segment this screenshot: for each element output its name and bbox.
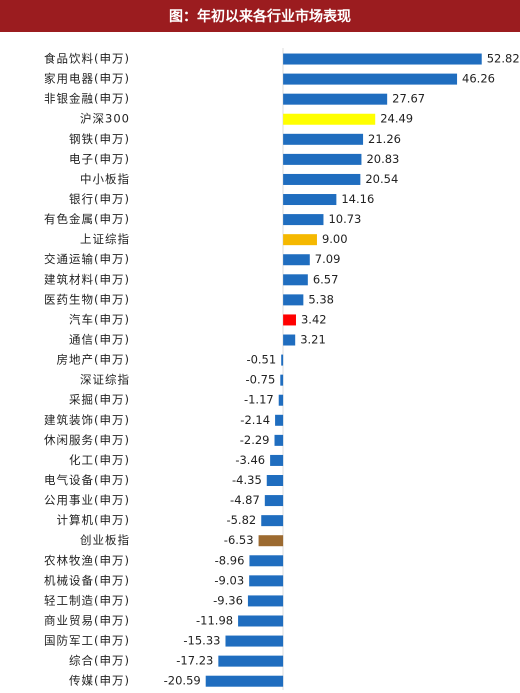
category-label: 非银金融(申万) [44,92,130,106]
category-label: 钢铁(申万) [69,132,130,146]
value-label: -0.75 [246,373,276,387]
category-label: 医药生物(申万) [44,292,130,306]
bar [283,314,296,326]
value-label: -4.35 [232,473,262,487]
category-label: 电子(申万) [69,152,130,166]
category-label: 银行(申万) [69,192,130,206]
bar [275,414,284,426]
bar [283,133,364,145]
value-label: -0.51 [246,353,276,367]
bar [283,153,362,165]
bar [274,434,284,446]
value-label: -5.82 [226,513,256,527]
bar [283,53,482,65]
bar [280,374,284,386]
bar [247,595,284,607]
bar [249,575,284,587]
category-label: 有色金属(申万) [44,212,130,226]
category-label: 国防军工(申万) [44,634,130,648]
bar [283,173,361,185]
value-label: 21.26 [368,132,401,146]
value-label: -6.53 [224,533,254,547]
bar [281,354,284,366]
bar [283,254,310,266]
bar [238,615,284,627]
value-label: -9.03 [214,573,244,587]
bar [283,93,388,105]
value-label: 3.42 [301,312,327,326]
category-label: 电气设备(申万) [44,473,130,487]
category-label: 传媒(申万) [69,674,130,688]
bar [283,334,296,346]
value-label: -17.23 [176,654,213,668]
category-label: 化工(申万) [69,453,130,467]
category-label: 食品饮料(申万) [44,52,130,66]
value-label: 14.16 [341,192,374,206]
bar [283,214,324,226]
value-label: 24.49 [380,112,413,126]
value-label: -20.59 [164,674,201,688]
category-label: 通信(申万) [69,333,130,347]
value-label: 9.00 [322,232,348,246]
title-bar [0,0,520,32]
value-label: 10.73 [328,212,361,226]
value-label: -8.96 [215,553,245,567]
category-label: 采掘(申万) [69,393,130,407]
value-label: 3.21 [300,333,326,347]
value-label: -15.33 [183,634,220,648]
bar [283,294,304,306]
category-label: 上证综指 [80,232,130,246]
category-label: 建筑装饰(申万) [44,413,130,427]
value-label: -9.36 [213,593,243,607]
bar [205,675,284,687]
bar [261,515,284,527]
category-label: 公用事业(申万) [44,493,130,507]
value-label: 20.83 [366,152,399,166]
bar [264,495,284,507]
category-label: 建筑材料(申万) [44,272,130,286]
value-label: 27.67 [392,92,425,106]
category-label: 中小板指 [80,172,130,186]
category-label: 创业板指 [80,533,130,547]
category-label: 农林牧渔(申万) [44,553,130,567]
bar [283,113,376,125]
category-label: 深证综指 [80,373,130,387]
category-label: 房地产(申万) [57,353,130,367]
bar [249,555,284,567]
bar [283,234,317,246]
value-label: -2.29 [240,433,270,447]
value-label: 52.82 [487,52,520,66]
bar [283,73,458,85]
category-label: 家用电器(申万) [44,72,130,86]
value-label: 20.54 [365,172,398,186]
value-label: 46.26 [462,72,495,86]
value-label: -11.98 [196,613,233,627]
value-label: -3.46 [235,453,265,467]
value-label: -1.17 [244,393,274,407]
bar [225,635,284,647]
category-label: 沪深300 [80,112,130,126]
bar [270,454,284,466]
bar [283,194,337,206]
value-label: 5.38 [308,292,334,306]
category-label: 机械设备(申万) [44,573,130,587]
category-label: 综合(申万) [69,654,130,668]
bar [266,475,284,487]
category-label: 交通运输(申万) [44,252,130,266]
category-label: 汽车(申万) [69,312,130,326]
value-label: -4.87 [230,493,260,507]
bar [283,274,308,286]
bar [258,535,284,547]
bar [218,655,284,667]
category-label: 计算机(申万) [57,513,130,527]
value-label: 7.09 [315,252,341,266]
category-label: 商业贸易(申万) [44,613,130,627]
category-label: 休闲服务(申万) [44,433,130,447]
bar [278,394,284,406]
category-label: 轻工制造(申万) [44,593,130,607]
chart-title: 图：年初以来各行业市场表现 [169,8,351,25]
value-label: -2.14 [240,413,270,427]
value-label: 6.57 [313,272,339,286]
